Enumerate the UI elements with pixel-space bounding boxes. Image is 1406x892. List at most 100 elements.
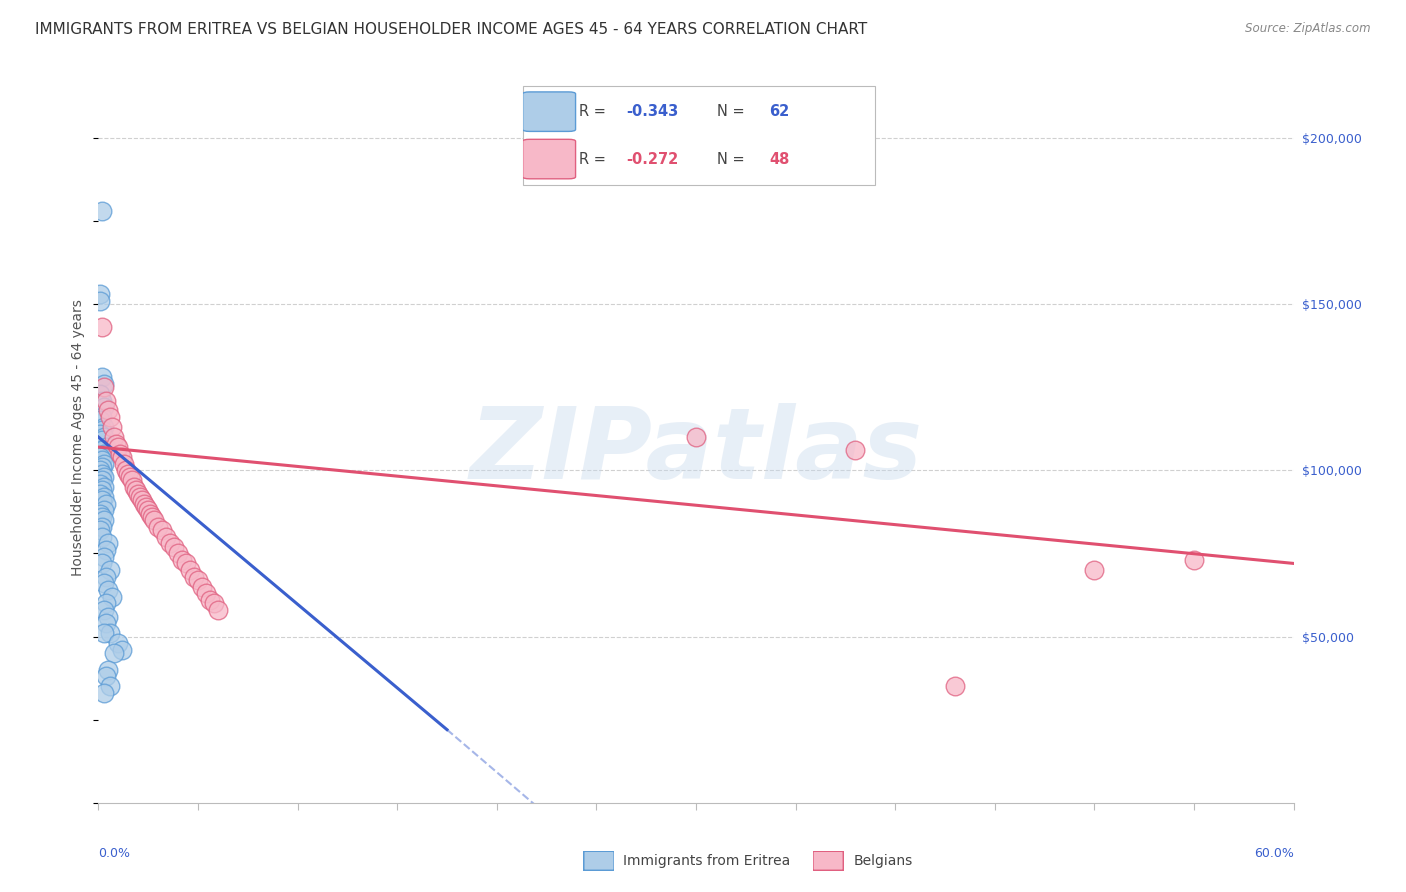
Point <box>93 576 115 591</box>
Point <box>98 626 122 640</box>
Point <box>125 483 148 498</box>
Point <box>91 204 114 219</box>
Point <box>183 570 205 584</box>
Point <box>89 486 111 500</box>
Point <box>187 573 209 587</box>
Point <box>91 460 114 475</box>
Text: Immigrants from Eritrea: Immigrants from Eritrea <box>623 854 790 868</box>
Point <box>105 436 128 450</box>
Point <box>115 463 138 477</box>
Point <box>93 470 115 484</box>
Point <box>91 509 114 524</box>
Point <box>93 457 115 471</box>
Point <box>98 410 122 425</box>
Text: ZIPatlas: ZIPatlas <box>470 403 922 500</box>
Point <box>89 507 111 521</box>
Point <box>93 490 115 504</box>
Point <box>107 440 129 454</box>
Point <box>207 603 229 617</box>
Point <box>174 557 197 571</box>
Point <box>117 467 139 481</box>
Point <box>139 507 162 521</box>
Point <box>111 643 134 657</box>
Point <box>93 686 115 700</box>
Point <box>685 430 707 444</box>
Point <box>111 450 134 464</box>
Point <box>103 646 125 660</box>
Point <box>191 580 214 594</box>
Point <box>93 447 115 461</box>
Point <box>91 410 114 425</box>
Text: Belgians: Belgians <box>853 854 912 868</box>
Point <box>91 483 114 498</box>
Point <box>89 450 111 464</box>
Text: IMMIGRANTS FROM ERITREA VS BELGIAN HOUSEHOLDER INCOME AGES 45 - 64 YEARS CORRELA: IMMIGRANTS FROM ERITREA VS BELGIAN HOUSE… <box>35 22 868 37</box>
FancyBboxPatch shape <box>583 851 614 871</box>
Point <box>93 503 115 517</box>
Point <box>150 523 173 537</box>
Point <box>155 530 177 544</box>
Point <box>96 596 118 610</box>
Point <box>93 376 115 391</box>
Point <box>93 400 115 414</box>
Point <box>91 393 114 408</box>
Point <box>96 497 118 511</box>
Point <box>89 293 111 308</box>
Point <box>93 513 115 527</box>
Point <box>91 493 114 508</box>
Point <box>98 680 122 694</box>
Point <box>93 430 115 444</box>
Point <box>97 663 120 677</box>
Point <box>143 513 166 527</box>
FancyBboxPatch shape <box>813 851 844 871</box>
Point <box>93 549 115 564</box>
Point <box>943 680 966 694</box>
Point <box>89 476 111 491</box>
Point <box>844 443 866 458</box>
Point <box>93 480 115 494</box>
Point <box>120 470 142 484</box>
Point <box>96 393 118 408</box>
Point <box>110 447 132 461</box>
Point <box>91 370 114 384</box>
Point <box>141 509 163 524</box>
Point <box>172 553 194 567</box>
Point <box>91 453 114 467</box>
Point <box>202 596 225 610</box>
Point <box>135 500 157 514</box>
Point <box>101 590 124 604</box>
Point <box>136 503 159 517</box>
Text: 60.0%: 60.0% <box>1254 847 1294 860</box>
Point <box>91 467 114 481</box>
Point <box>91 473 114 487</box>
Point <box>198 593 221 607</box>
Point <box>93 603 115 617</box>
Point <box>89 523 111 537</box>
Point <box>159 536 181 550</box>
Point <box>127 486 149 500</box>
Point <box>91 443 114 458</box>
Point <box>96 440 118 454</box>
Point <box>91 557 114 571</box>
Y-axis label: Householder Income Ages 45 - 64 years: Householder Income Ages 45 - 64 years <box>72 299 86 575</box>
Point <box>1182 553 1205 567</box>
Point <box>195 586 218 600</box>
Point <box>129 490 152 504</box>
Point <box>93 380 115 394</box>
Point <box>96 570 118 584</box>
Point <box>91 434 114 448</box>
Point <box>97 403 120 417</box>
Point <box>179 563 201 577</box>
Point <box>148 520 170 534</box>
Point <box>89 413 111 427</box>
Point <box>97 536 120 550</box>
Point <box>89 387 111 401</box>
Point <box>96 543 118 558</box>
Point <box>1083 563 1105 577</box>
Point <box>91 530 114 544</box>
Point <box>167 546 190 560</box>
Point <box>96 669 118 683</box>
Point <box>97 582 120 597</box>
Point <box>97 609 120 624</box>
Point <box>89 426 111 441</box>
